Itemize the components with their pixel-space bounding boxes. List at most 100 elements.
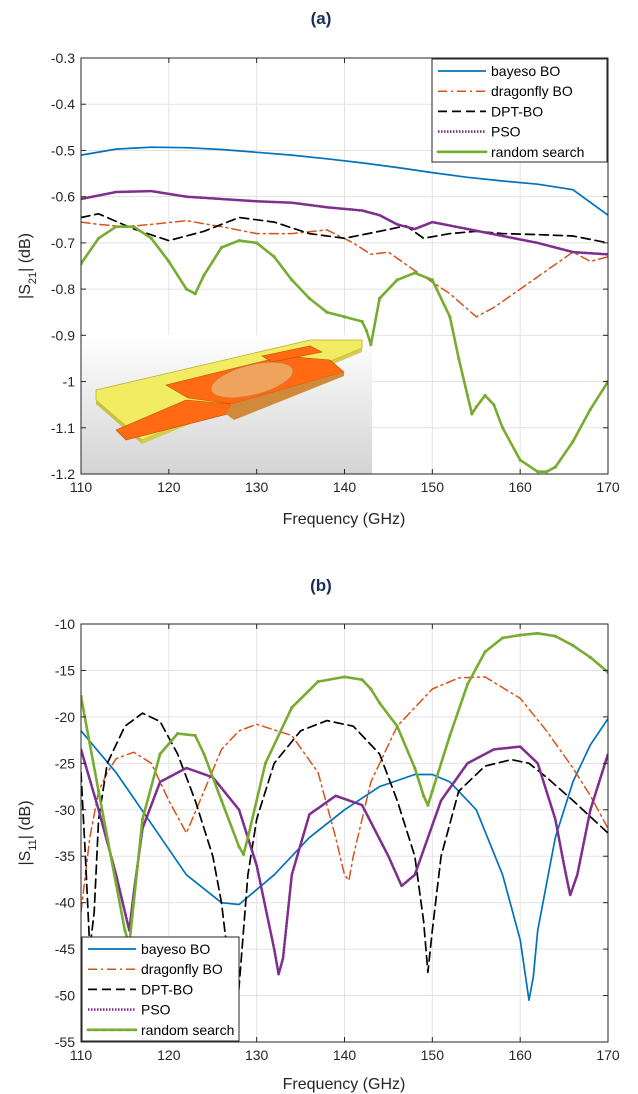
legend-label-random-search-a: random search — [491, 144, 584, 160]
legend-marker-b — [86, 1028, 90, 1032]
data-point-random-search-b — [219, 798, 224, 803]
y-tick-label-b: -30 — [55, 802, 75, 818]
legend-label-dpt-bo-a: DPT-BO — [491, 103, 543, 119]
data-point-random-search-b — [430, 789, 434, 793]
data-point-random-search-a — [237, 238, 241, 243]
series-lines-a — [81, 146, 608, 474]
y-tick-label-b: -50 — [55, 988, 75, 1004]
x-tick-label-a: 170 — [596, 479, 620, 495]
data-point-random-search-a — [501, 426, 505, 430]
y-tick-label-a: -0.4 — [51, 96, 75, 112]
data-point-random-search-a — [553, 465, 557, 469]
data-point-random-search-a — [465, 393, 470, 398]
legend-marker-a — [460, 150, 464, 154]
data-point-random-search-a — [149, 236, 153, 240]
x-tick-label-b: 160 — [508, 1047, 532, 1063]
y-tick-label-a: -1 — [63, 374, 76, 390]
series-line-dpt-bo-b — [81, 712, 608, 1034]
legend-marker-b — [134, 1028, 138, 1032]
data-point-random-search-b — [241, 852, 246, 856]
data-point-random-search-a — [364, 329, 369, 333]
legend-marker-b — [110, 1028, 114, 1032]
data-point-random-search-b — [202, 752, 206, 756]
y-tick-label-b: -10 — [55, 616, 75, 632]
data-point-random-search-b — [588, 655, 593, 660]
y-axis-label-a: |S21| (dB) — [17, 233, 39, 299]
legend-b: bayeso BO dragonfly BO DPT-BO PSO random sea… — [81, 936, 240, 1042]
legend-marker-a — [484, 150, 488, 154]
legend-label-random-search-b: random search — [141, 1022, 234, 1038]
data-point-random-search-a — [536, 470, 540, 474]
legend-label-pso-b: PSO — [141, 1002, 171, 1018]
x-tick-label-b: 130 — [245, 1047, 269, 1063]
data-point-random-search-a — [483, 393, 487, 398]
series-lines-b — [81, 631, 608, 1034]
data-point-random-search-b — [342, 675, 347, 679]
data-point-random-search-b — [176, 732, 180, 736]
legend-marker-b — [126, 1028, 130, 1032]
legend-label-dragonfly-bo-b: dragonfly BO — [141, 961, 223, 977]
panel-a: (a) 110 120 130 140 150 160 170 -1.2 -1.1 -1 -0.9 -… — [17, 9, 620, 528]
data-point-random-search-a — [255, 241, 259, 245]
data-point-random-search-a — [588, 407, 593, 411]
x-tick-label-b: 170 — [596, 1047, 620, 1063]
series-line-dragonfly-bo-a — [81, 219, 608, 318]
legend-label-bayeso-bo-a: bayeso BO — [491, 63, 560, 79]
data-point-random-search-b — [369, 687, 373, 691]
x-tick-label-b: 140 — [333, 1047, 357, 1063]
data-point-random-search-b — [536, 631, 540, 635]
legend-marker-a — [444, 150, 448, 154]
series-line-bayeso-bo-a — [81, 146, 608, 217]
y-axis-label-b: |S11| (dB) — [17, 800, 39, 865]
x-tick-label-b: 150 — [421, 1047, 445, 1063]
data-point-random-search-b — [96, 789, 101, 793]
x-tick-label-a: 110 — [70, 479, 93, 495]
data-point-random-search-b — [421, 794, 426, 798]
y-tick-label-b: -45 — [55, 941, 75, 957]
y-tick-label-b: -25 — [55, 755, 75, 771]
data-point-random-search-b — [193, 733, 197, 738]
data-point-random-search-a — [492, 403, 496, 407]
x-axis-label-a: Frequency (GHz) — [283, 511, 406, 528]
legend-label-dragonfly-bo-a: dragonfly BO — [491, 83, 573, 99]
data-point-random-search-b — [483, 650, 487, 654]
y-tick-label-a: -0.3 — [51, 50, 75, 66]
data-point-random-search-b — [237, 845, 241, 849]
series-line-dragonfly-bo-b — [81, 676, 608, 913]
data-point-random-search-b — [465, 682, 470, 686]
legend-marker-a — [476, 150, 480, 154]
data-point-random-search-a — [378, 296, 382, 300]
device-inset — [81, 335, 372, 474]
data-point-random-search-a — [114, 225, 118, 229]
y-tick-label-a: -0.8 — [51, 281, 75, 297]
data-point-random-search-a — [219, 245, 224, 250]
data-point-random-search-a — [132, 225, 136, 229]
x-tick-label-b: 120 — [157, 1047, 181, 1063]
legend-label-pso-a: PSO — [491, 124, 521, 140]
data-point-random-search-b — [290, 706, 294, 710]
y-tick-label-b: -35 — [55, 848, 75, 864]
series-line-pso-a — [81, 189, 608, 256]
legend-a: bayeso BO dragonfly BO DPT-BO PSO random sea… — [431, 58, 608, 163]
data-point-random-search-b — [395, 724, 399, 728]
data-point-random-search-b — [123, 928, 127, 933]
data-point-random-search-a — [202, 273, 206, 277]
data-point-random-search-b — [114, 882, 118, 886]
data-point-random-search-a — [430, 278, 434, 282]
data-point-random-search-b — [316, 679, 320, 684]
x-tick-label-a: 150 — [421, 479, 445, 495]
data-point-random-search-a — [307, 296, 311, 300]
data-point-random-search-a — [413, 271, 417, 275]
data-point-random-search-a — [184, 287, 188, 291]
data-point-random-search-b — [378, 701, 382, 705]
data-point-random-search-b — [132, 901, 136, 905]
data-point-random-search-a — [290, 278, 294, 282]
data-point-random-search-a — [395, 278, 399, 282]
data-point-random-search-a — [448, 315, 452, 319]
series-line-bayeso-bo-b — [81, 717, 608, 1002]
legend-label-bayeso-bo-b: bayeso BO — [141, 941, 210, 957]
y-tick-label-a: -0.6 — [51, 189, 75, 205]
data-point-random-search-a — [325, 310, 329, 314]
